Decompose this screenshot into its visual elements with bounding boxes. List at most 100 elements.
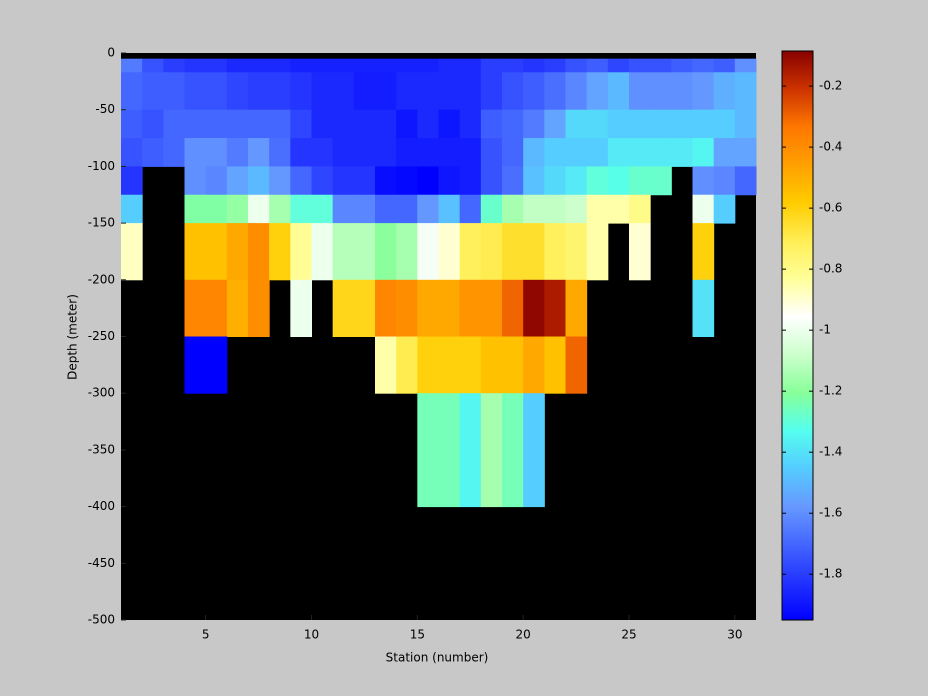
heat-cell xyxy=(417,166,439,196)
heat-cell xyxy=(629,194,651,224)
colorbar-tick-label: -1.8 xyxy=(819,567,842,581)
heat-cell xyxy=(459,393,482,508)
heat-cell xyxy=(671,109,693,139)
heat-cell xyxy=(290,223,312,281)
heat-cell xyxy=(607,58,630,73)
heat-cell xyxy=(417,72,439,111)
heat-cell xyxy=(629,72,651,111)
heat-cell xyxy=(163,72,185,111)
heat-cell xyxy=(163,109,185,139)
heat-cell xyxy=(332,138,355,167)
heat-cell xyxy=(502,393,524,508)
heat-cell xyxy=(650,109,672,139)
colorbar-tick-label: -0.6 xyxy=(819,201,842,215)
heat-cell xyxy=(480,223,503,281)
heat-cell xyxy=(269,58,291,73)
heat-cell xyxy=(586,58,609,73)
heat-cell xyxy=(417,138,439,167)
heat-cell xyxy=(607,109,630,139)
heat-cell xyxy=(353,223,376,281)
heat-cell xyxy=(226,166,249,196)
heat-cell xyxy=(607,166,630,196)
heat-cell xyxy=(417,58,439,73)
heat-cell xyxy=(586,138,609,167)
heat-cell xyxy=(353,194,376,224)
heat-cell xyxy=(290,194,312,224)
heat-cell xyxy=(713,138,736,167)
heat-cell xyxy=(544,223,566,281)
heat-cell xyxy=(544,58,566,73)
heat-cell xyxy=(480,194,503,224)
heat-cell xyxy=(629,58,651,73)
heat-cell xyxy=(629,223,651,281)
heat-cell xyxy=(396,336,418,394)
heat-cell xyxy=(248,58,270,73)
heat-cell xyxy=(586,109,609,139)
heat-cell xyxy=(205,109,228,139)
heat-cell xyxy=(417,109,439,139)
heat-cell xyxy=(438,72,461,111)
heat-cell xyxy=(396,72,418,111)
heat-cell xyxy=(586,72,609,111)
heat-cell xyxy=(142,72,164,111)
x-tick-label: 25 xyxy=(621,628,636,642)
heat-cell xyxy=(565,58,588,73)
heat-cell xyxy=(502,58,524,73)
heat-cell xyxy=(121,223,143,281)
heat-cell xyxy=(226,279,249,337)
heat-cell xyxy=(205,138,228,167)
heat-cell xyxy=(375,336,397,394)
heat-cell xyxy=(438,109,461,139)
heat-cell xyxy=(226,58,249,73)
heat-cell xyxy=(480,109,503,139)
heat-cell xyxy=(353,72,376,111)
heat-cell xyxy=(163,138,185,167)
heat-cell xyxy=(438,279,461,337)
heat-cell xyxy=(438,166,461,196)
heat-cell xyxy=(544,138,566,167)
heat-cell xyxy=(248,138,270,167)
heat-cell xyxy=(121,194,143,224)
heat-cell xyxy=(502,194,524,224)
heat-cell xyxy=(248,166,270,196)
heat-cell xyxy=(650,72,672,111)
heat-cell xyxy=(650,138,672,167)
heat-cell xyxy=(375,279,397,337)
y-tick-label: -450 xyxy=(88,556,115,570)
heat-cell xyxy=(671,138,693,167)
heat-cell xyxy=(734,138,757,167)
heat-cell xyxy=(269,109,291,139)
heat-cell xyxy=(459,194,482,224)
heat-cell xyxy=(311,194,334,224)
heat-cell xyxy=(459,58,482,73)
colorbar-tick-label: -1.6 xyxy=(819,506,842,520)
heat-cell xyxy=(692,223,715,281)
heat-cell xyxy=(142,109,164,139)
colorbar-tick-label: -0.4 xyxy=(819,140,842,154)
heat-cell xyxy=(248,279,270,337)
heat-cell xyxy=(396,194,418,224)
heat-cell xyxy=(438,194,461,224)
heat-cell xyxy=(734,166,757,196)
heat-cell xyxy=(248,223,270,281)
heat-cell xyxy=(290,166,312,196)
heat-cell xyxy=(544,166,566,196)
heat-cell xyxy=(502,109,524,139)
heat-cell xyxy=(375,138,397,167)
heat-cell xyxy=(650,58,672,73)
heat-cell xyxy=(311,138,334,167)
heat-cell xyxy=(121,109,143,139)
heat-cell xyxy=(184,279,207,337)
heat-cell xyxy=(375,109,397,139)
heat-cell xyxy=(269,72,291,111)
colorbar-tick-label: -1.4 xyxy=(819,445,842,459)
heat-cell xyxy=(417,223,439,281)
heat-cell xyxy=(607,194,630,224)
heat-cell xyxy=(205,166,228,196)
y-tick-label: -200 xyxy=(88,272,115,286)
heat-cell xyxy=(142,58,164,73)
heat-cell xyxy=(290,109,312,139)
heat-cell xyxy=(311,72,334,111)
heat-cell xyxy=(353,109,376,139)
heat-cell xyxy=(226,138,249,167)
